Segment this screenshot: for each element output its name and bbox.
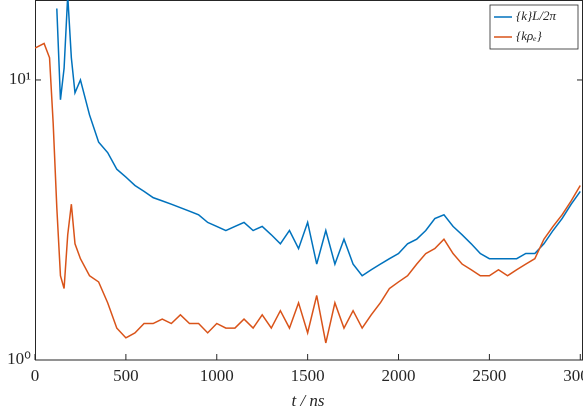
x-tick-label: 2500 — [472, 366, 506, 385]
x-tick-label: 3000 — [563, 366, 583, 385]
x-axis-label: t / ns — [291, 391, 324, 410]
legend-label: {kρₑ} — [516, 28, 543, 43]
x-tick-label: 0 — [31, 366, 40, 385]
data-line — [35, 42, 581, 344]
x-tick-label: 500 — [113, 366, 139, 385]
y-tick-label: 10⁰ — [7, 349, 31, 368]
x-tick-label: 2000 — [382, 366, 416, 385]
plot-frame — [35, 0, 583, 361]
y-tick-label: 10¹ — [9, 69, 31, 88]
x-tick-label: 1000 — [200, 366, 234, 385]
x-tick-label: 1500 — [291, 366, 325, 385]
legend-label: {k}L/2π — [516, 8, 557, 23]
data-line — [56, 0, 581, 277]
legend-box — [489, 4, 579, 50]
